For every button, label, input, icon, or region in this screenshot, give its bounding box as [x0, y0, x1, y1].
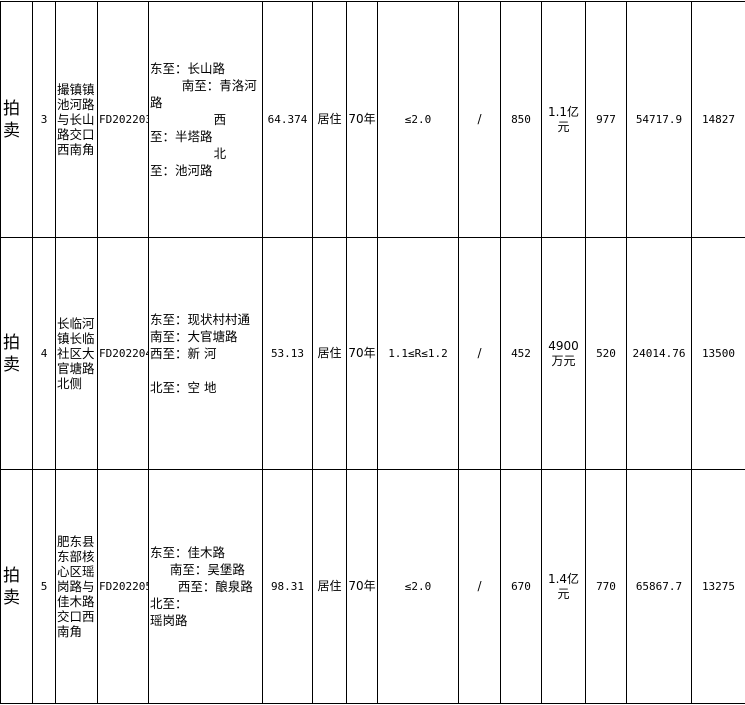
area: 98.31 [263, 470, 313, 704]
value-col13: 54717.9 [627, 2, 692, 238]
slash-cell: / [459, 2, 501, 238]
plot-ratio: ≤2.0 [378, 2, 459, 238]
value-col12: 520 [586, 238, 627, 470]
plot-ratio: ≤2.0 [378, 470, 459, 704]
term-years: 70年 [347, 238, 378, 470]
location: 肥东县东部核心区瑶岗路与佳木路交口西南角 [56, 470, 98, 704]
row-number: 5 [33, 470, 56, 704]
parcel-code: FD202205 [98, 470, 149, 704]
area: 53.13 [263, 238, 313, 470]
starting-price: 4900万元 [542, 238, 586, 470]
location: 长临河镇长临社区大官塘路北侧 [56, 238, 98, 470]
parcel-code: FD202204 [98, 238, 149, 470]
location: 撮镇镇池河路与长山路交口西南角 [56, 2, 98, 238]
value-col10: 850 [501, 2, 542, 238]
value-col13: 24014.76 [627, 238, 692, 470]
value-col12: 977 [586, 2, 627, 238]
slash-cell: / [459, 238, 501, 470]
starting-price: 1.4亿元 [542, 470, 586, 704]
starting-price: 1.1亿元 [542, 2, 586, 238]
value-col14: 13275 [692, 470, 745, 704]
value-col10: 670 [501, 470, 542, 704]
land-use: 居住 [313, 238, 347, 470]
plot-ratio: 1.1≤R≤1.2 [378, 238, 459, 470]
slash-cell: / [459, 470, 501, 704]
boundaries: 东至：现状村村通 南至：大官塘路 西至：新 河 北至：空 地 [149, 238, 263, 470]
land-use: 居住 [313, 470, 347, 704]
table-row: 拍卖 5 肥东县东部核心区瑶岗路与佳木路交口西南角 FD202205 东至：佳木… [1, 470, 745, 704]
transfer-type: 拍卖 [1, 470, 33, 704]
term-years: 70年 [347, 470, 378, 704]
value-col14: 14827 [692, 2, 745, 238]
term-years: 70年 [347, 2, 378, 238]
land-use: 居住 [313, 2, 347, 238]
table-row: 拍卖 3 撮镇镇池河路与长山路交口西南角 FD202203 东至：长山路 南至：… [1, 2, 745, 238]
boundaries: 东至：长山路 南至：青洛河路 西 至：半塔路 北 至：池河路 [149, 2, 263, 238]
boundaries: 东至：佳木路 南至：吴堡路 西至：酿泉路 北至： 瑶岗路 [149, 470, 263, 704]
parcel-code: FD202203 [98, 2, 149, 238]
value-col10: 452 [501, 238, 542, 470]
row-number: 3 [33, 2, 56, 238]
table-row: 拍卖 4 长临河镇长临社区大官塘路北侧 FD202204 东至：现状村村通 南至… [1, 238, 745, 470]
transfer-type: 拍卖 [1, 2, 33, 238]
value-col13: 65867.7 [627, 470, 692, 704]
value-col14: 13500 [692, 238, 745, 470]
transfer-type: 拍卖 [1, 238, 33, 470]
row-number: 4 [33, 238, 56, 470]
value-col12: 770 [586, 470, 627, 704]
area: 64.374 [263, 2, 313, 238]
